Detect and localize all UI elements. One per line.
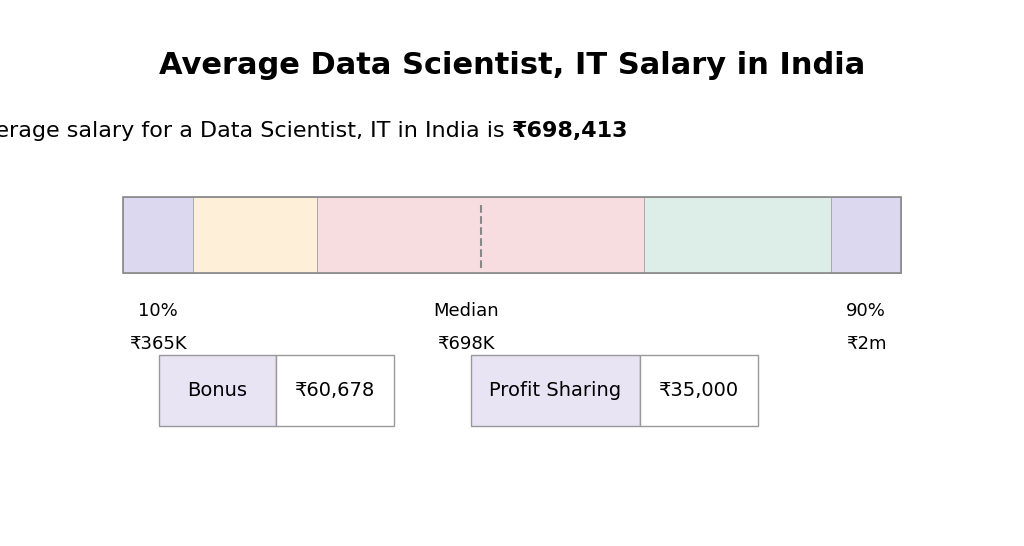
Text: 90%: 90% bbox=[846, 302, 886, 320]
Text: ₹698K: ₹698K bbox=[437, 335, 495, 353]
Text: Average Data Scientist, IT Salary in India: Average Data Scientist, IT Salary in Ind… bbox=[159, 51, 865, 80]
Bar bbox=[159, 355, 276, 426]
Text: ₹35,000: ₹35,000 bbox=[658, 381, 739, 400]
Text: 10%: 10% bbox=[138, 302, 178, 320]
Text: Median: Median bbox=[433, 302, 499, 320]
Text: The average salary for a Data Scientist, IT in India is: The average salary for a Data Scientist,… bbox=[0, 121, 512, 141]
Text: ₹698,413: ₹698,413 bbox=[512, 121, 629, 141]
Bar bbox=[831, 197, 901, 273]
Bar bbox=[123, 197, 901, 273]
Bar bbox=[276, 355, 394, 426]
Text: ₹60,678: ₹60,678 bbox=[295, 381, 376, 400]
Bar bbox=[317, 197, 644, 273]
Bar bbox=[644, 197, 831, 273]
Text: ₹2m: ₹2m bbox=[846, 335, 887, 353]
Text: Bonus: Bonus bbox=[187, 381, 248, 400]
Text: ₹365K: ₹365K bbox=[129, 335, 186, 353]
Bar bbox=[471, 355, 640, 426]
Text: Profit Sharing: Profit Sharing bbox=[489, 381, 622, 400]
Bar bbox=[193, 197, 317, 273]
Bar bbox=[123, 197, 193, 273]
Bar bbox=[640, 355, 758, 426]
